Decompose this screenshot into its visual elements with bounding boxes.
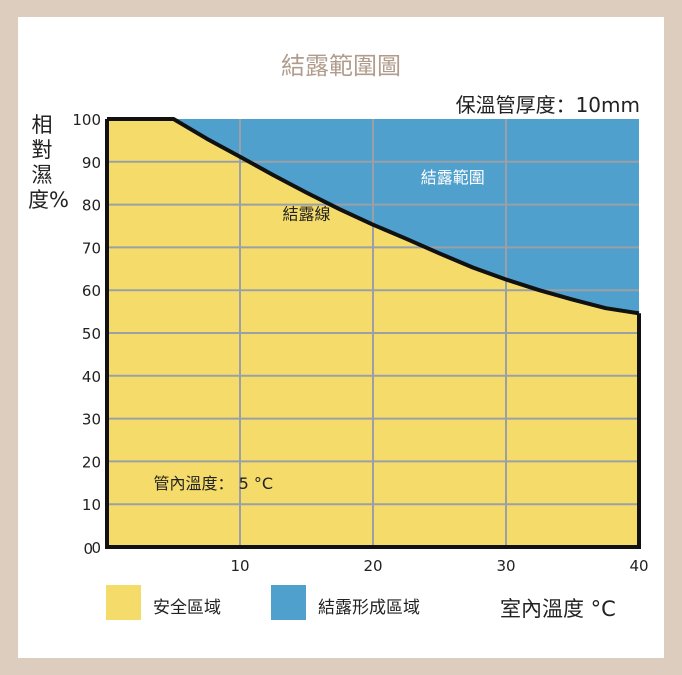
- x-tick-label: 40: [629, 557, 648, 575]
- y-tick-label: 10: [82, 496, 101, 514]
- legend-label-condensation: 結露形成區域: [318, 598, 420, 618]
- y-tick-label: 70: [82, 239, 101, 257]
- legend-swatch-safe: [106, 585, 141, 620]
- y-tick-label: 90: [82, 154, 101, 172]
- dew-line-label: 結露線: [282, 205, 330, 224]
- y-tick-label: 30: [82, 411, 101, 429]
- y-tick-label: 80: [82, 197, 101, 215]
- x-tick-label: 20: [363, 557, 382, 575]
- y-tick-label: 60: [82, 282, 101, 300]
- condensation-region-label: 結露範圍: [421, 168, 485, 187]
- x-tick-label: 30: [496, 557, 515, 575]
- chart-subtitle: 保溫管厚度：10mm: [455, 93, 640, 117]
- y-tick-label: 40: [82, 368, 101, 386]
- y-tick-label: 20: [82, 453, 101, 471]
- chart-title: 結露範圍圖: [281, 52, 401, 80]
- legend-label-safe: 安全區域: [153, 598, 221, 618]
- dew-line: [107, 117, 640, 316]
- x-tick-label: 0: [83, 540, 93, 558]
- pipe-temp-label: 管內溫度： 5 °C: [154, 474, 274, 493]
- x-tick-label: 10: [230, 557, 249, 575]
- legend-swatch-condensation: [271, 585, 306, 620]
- y-tick-label: 100: [72, 111, 101, 129]
- x-axis-label: 室內溫度 °C: [500, 597, 616, 621]
- safe-region-border: [105, 119, 641, 549]
- y-tick-label: 0: [91, 539, 101, 557]
- y-tick-label: 50: [82, 325, 101, 343]
